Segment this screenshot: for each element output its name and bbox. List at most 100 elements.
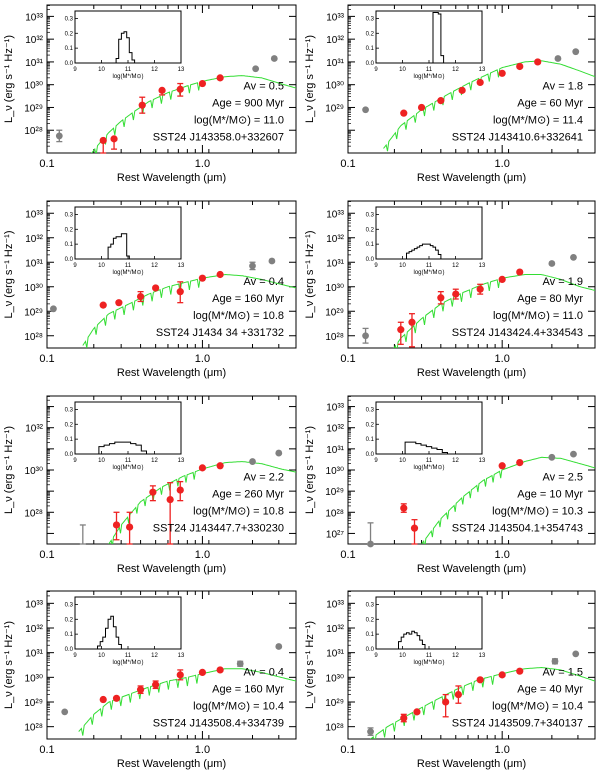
inset-y-tick-label: 0.3 — [366, 407, 375, 413]
red-data-point — [198, 79, 207, 88]
inset-x-label: log(M*/M⊙) — [112, 465, 143, 471]
red-data-point — [112, 694, 121, 702]
y-axis-label: L_ν (erg s⁻¹ Hz⁻¹) — [3, 35, 15, 123]
red-data-point — [126, 523, 134, 531]
x-axis-label: Rest Wavelength (μm) — [117, 172, 226, 184]
y-tick-label: 10³¹ — [326, 649, 344, 660]
inset-y-tick-label: 0.3 — [65, 602, 74, 608]
red-data-point — [400, 504, 408, 512]
fit-parameter-label: Age = 10 Myr — [517, 488, 583, 500]
red-data-point — [198, 668, 207, 677]
y-tick-label: 10²⁷ — [326, 529, 344, 540]
model-sed-line — [383, 60, 595, 152]
inset-x-label: log(M*/M⊙) — [413, 270, 444, 276]
inset-x-tick-label: 13 — [178, 67, 185, 73]
inset-frame — [375, 596, 483, 650]
panel-third-right: 0.1 1.0 10²⁷ 10²⁸ 10²⁹ 10³⁰ 10³¹ 10³² 10³³ Rest W… — [304, 395, 596, 575]
red-data-point — [216, 270, 224, 279]
mass-histogram-inset: 9 10 11 12 13 0.0 0.1 0.2 0.3 log(M*/M⊙) — [65, 401, 185, 471]
inset-y-tick-label: 0.0 — [65, 647, 74, 653]
source-name: SST24 J143424.4+334543 — [452, 327, 583, 339]
y-tick-label: 10³¹ — [25, 258, 43, 269]
fit-parameter-label: Age = 160 Myr — [212, 683, 284, 695]
y-tick-label: 10³³ — [326, 599, 344, 610]
inset-frame — [375, 206, 483, 260]
source-name: SST24 J143509.7+340137 — [452, 717, 583, 729]
y-tick-label: 10³³ — [326, 12, 344, 23]
inset-x-label: log(M*/M⊙) — [112, 660, 143, 666]
fit-parameter-label: log(M*/M⊙) = 10.4 — [492, 700, 583, 712]
fit-parameter-label: Av = 2.5 — [543, 471, 583, 483]
red-data-point — [112, 521, 121, 529]
red-data-point — [99, 301, 107, 309]
inset-y-tick-label: 0.0 — [65, 257, 74, 263]
y-tick-label: 10²⁸ — [325, 508, 344, 519]
red-data-point — [136, 292, 145, 301]
y-tick-label: 10²⁸ — [325, 332, 344, 343]
red-data-point — [452, 290, 460, 298]
red-data-point — [516, 62, 524, 71]
y-tick-label: 10³² — [25, 424, 43, 435]
inset-x-tick-label: 12 — [452, 458, 459, 464]
mass-histogram-inset: 9 10 11 12 13 0.0 0.1 0.2 0.3 log(M*/M⊙) — [65, 596, 185, 666]
y-tick-label: 10³² — [25, 35, 43, 46]
inset-x-tick-label: 13 — [479, 67, 486, 73]
inset-histogram-step — [432, 12, 445, 63]
plot-frame — [347, 200, 596, 349]
fit-parameter-label: Av = 1.9 — [543, 276, 583, 288]
red-data-point — [99, 136, 107, 145]
y-tick-label: 10³² — [25, 624, 43, 635]
red-data-point — [437, 97, 445, 105]
y-tick-label: 10³³ — [326, 403, 344, 414]
plot-frame — [46, 200, 297, 349]
x-tick-label: 0.1 — [39, 353, 54, 365]
x-tick-label: 1.0 — [495, 158, 510, 170]
inset-y-tick-label: 0.2 — [65, 617, 74, 623]
inset-histogram-step — [398, 630, 426, 649]
red-data-point — [198, 464, 207, 472]
inset-x-tick-label: 11 — [426, 263, 433, 269]
x-tick-label: 0.1 — [340, 158, 355, 170]
y-tick-label: 10²⁸ — [325, 723, 344, 734]
source-name: SST24 J143508.4+334739 — [153, 717, 284, 729]
red-data-point — [166, 496, 174, 504]
inset-y-tick-label: 0.2 — [65, 227, 74, 233]
inset-x-tick-label: 10 — [98, 458, 105, 464]
fit-parameter-label: log(M*/M⊙) = 10.8 — [193, 310, 284, 322]
red-data-point — [176, 671, 184, 679]
red-data-point — [115, 299, 123, 307]
mass-histogram-inset: 9 10 11 12 13 0.0 0.1 0.2 0.3 log(M*/M⊙) — [366, 10, 486, 80]
y-tick-label: 10²⁹ — [325, 487, 344, 498]
y-tick-label: 10³¹ — [326, 445, 344, 456]
inset-x-tick-label: 13 — [178, 653, 185, 659]
gray-data-point — [367, 540, 374, 548]
inset-y-tick-label: 0.3 — [366, 212, 375, 218]
mass-histogram-inset: 9 10 11 12 13 0.0 0.1 0.2 0.3 log(M*/M⊙) — [366, 401, 486, 471]
inset-x-tick-label: 13 — [479, 458, 486, 464]
red-data-point — [516, 459, 524, 467]
inset-x-label: log(M*/M⊙) — [112, 270, 143, 276]
red-data-point — [110, 135, 118, 143]
y-axis-label: L_ν (erg s⁻¹ Hz⁻¹) — [3, 621, 15, 709]
inset-y-tick-label: 0.2 — [366, 617, 375, 623]
red-data-point — [176, 486, 184, 494]
gray-data-point — [268, 257, 276, 265]
inset-y-tick-label: 0.3 — [65, 212, 74, 218]
gray-data-point — [275, 449, 283, 457]
y-tick-label: 10²⁹ — [24, 103, 43, 114]
y-tick-label: 10³¹ — [25, 58, 43, 69]
y-tick-label: 10³¹ — [326, 58, 344, 69]
y-tick-label: 10²⁸ — [24, 126, 43, 137]
gray-data-point — [249, 262, 256, 270]
fit-parameter-label: log(M*/M⊙) = 11.0 — [194, 114, 284, 126]
inset-x-tick-label: 11 — [125, 458, 132, 464]
red-data-point — [516, 667, 524, 675]
y-tick-label: 10³² — [326, 424, 344, 435]
model-sed-line — [91, 75, 296, 153]
x-tick-label: 1.0 — [195, 353, 210, 365]
inset-x-tick-label: 11 — [426, 458, 433, 464]
inset-y-tick-label: 0.0 — [65, 61, 74, 67]
x-axis-label: Rest Wavelength (μm) — [417, 172, 526, 184]
red-data-point — [534, 58, 542, 66]
red-data-point — [410, 524, 419, 532]
